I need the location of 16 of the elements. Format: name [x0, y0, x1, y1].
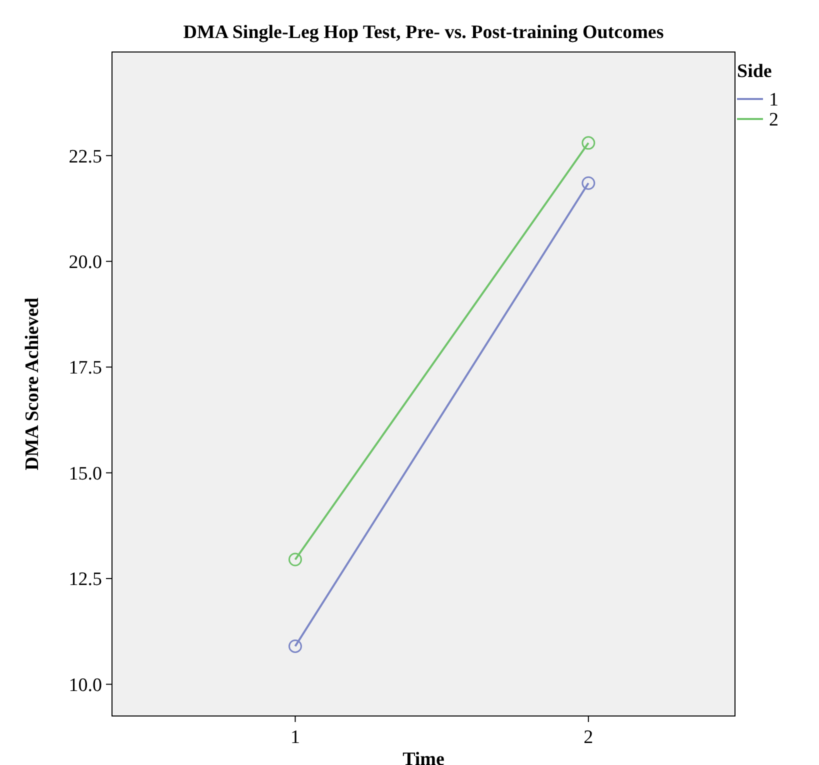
legend-label: 1 — [769, 90, 778, 111]
point — [582, 136, 596, 150]
y-tick-label: 20.0 — [68, 252, 102, 273]
point — [288, 639, 302, 653]
point — [288, 552, 302, 566]
legend-label: 2 — [769, 110, 778, 131]
y-tick-label: 10.0 — [68, 674, 102, 696]
y-tick-label: 17.5 — [68, 358, 102, 379]
legend-title: Side — [737, 61, 772, 82]
x-axis-title: Time — [402, 749, 444, 765]
y-tick-label: 15.0 — [68, 463, 102, 484]
point — [582, 176, 596, 190]
chart-title: DMA Single-Leg Hop Test, Pre- vs. Post-training Outcomes — [183, 22, 664, 43]
y-tick-label: 22.5 — [68, 146, 102, 168]
y-axis-title: DMA Score Achieved — [22, 297, 43, 470]
y-tick-label: 12.5 — [68, 569, 102, 590]
